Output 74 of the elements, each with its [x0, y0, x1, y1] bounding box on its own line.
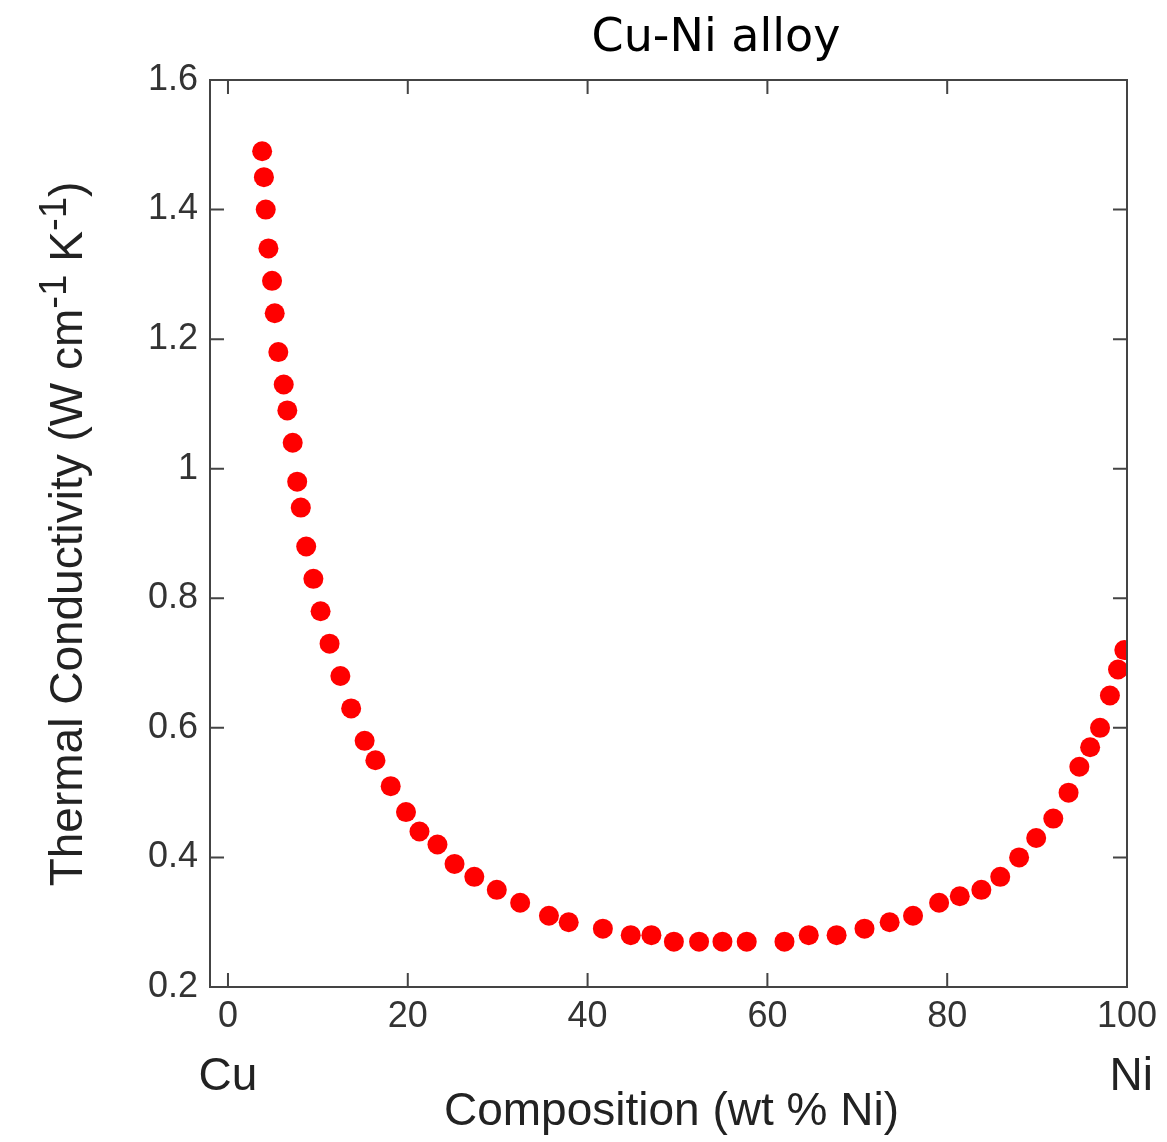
point	[273, 374, 294, 395]
point	[365, 750, 386, 771]
point	[255, 199, 276, 220]
point	[990, 866, 1011, 887]
point	[774, 931, 795, 952]
point	[1058, 782, 1079, 803]
point	[558, 912, 579, 933]
point	[798, 925, 819, 946]
point	[949, 886, 970, 907]
point	[354, 730, 375, 751]
point	[303, 568, 324, 589]
point	[319, 633, 340, 654]
point	[538, 905, 559, 926]
point	[262, 270, 283, 291]
text: Ni	[1109, 1048, 1153, 1100]
point	[736, 931, 757, 952]
point	[282, 432, 303, 453]
point	[592, 918, 613, 939]
point	[641, 925, 662, 946]
point	[510, 892, 531, 913]
point	[290, 497, 311, 518]
point	[277, 400, 298, 421]
point	[310, 601, 331, 622]
x-tick-label: 60	[747, 993, 788, 1035]
point	[903, 905, 924, 926]
point	[252, 141, 273, 162]
point	[1069, 756, 1090, 777]
point	[826, 925, 847, 946]
point	[854, 918, 875, 939]
point	[712, 931, 733, 952]
point	[268, 342, 289, 363]
point	[296, 536, 317, 557]
point	[1026, 827, 1047, 848]
point	[1043, 808, 1064, 829]
point	[1090, 717, 1111, 738]
point	[253, 167, 274, 188]
point	[380, 776, 401, 797]
point	[486, 879, 507, 900]
y-tick-label: 0.6	[147, 704, 198, 746]
point	[409, 821, 430, 842]
point	[689, 931, 710, 952]
point	[1108, 659, 1127, 680]
point	[1009, 847, 1030, 868]
x-tick-label: 80	[927, 993, 968, 1035]
point	[929, 892, 950, 913]
y-tick-label: 1.4	[147, 186, 198, 228]
chart-title: Cu-Ni alloy	[590, 8, 842, 62]
x-tick-label: 40	[567, 993, 608, 1035]
point	[341, 698, 362, 719]
x-axis-title: Composition (wt % Ni)	[444, 1083, 899, 1135]
y-tick-label: 0.8	[147, 575, 198, 617]
point	[330, 666, 351, 687]
point	[395, 802, 416, 823]
point	[663, 931, 684, 952]
point	[620, 925, 641, 946]
x-tick-label: 0	[217, 993, 238, 1035]
point	[879, 912, 900, 933]
y-tick-label: 1	[177, 445, 198, 487]
x-tick-label: 20	[387, 993, 428, 1035]
point	[287, 471, 308, 492]
point	[1099, 685, 1120, 706]
point	[464, 866, 485, 887]
y-tick-label: 0.4	[147, 834, 198, 876]
y-tick-label: 1.6	[147, 56, 198, 98]
point	[1080, 737, 1101, 758]
text: Cu	[198, 1048, 258, 1100]
point	[971, 879, 992, 900]
point	[427, 834, 448, 855]
point	[258, 238, 279, 259]
point	[264, 303, 285, 324]
x-tick-label: 100	[1096, 993, 1158, 1035]
y-tick-label: 1.2	[147, 316, 198, 358]
point	[444, 853, 465, 874]
y-tick-label: 0.2	[147, 963, 198, 1005]
